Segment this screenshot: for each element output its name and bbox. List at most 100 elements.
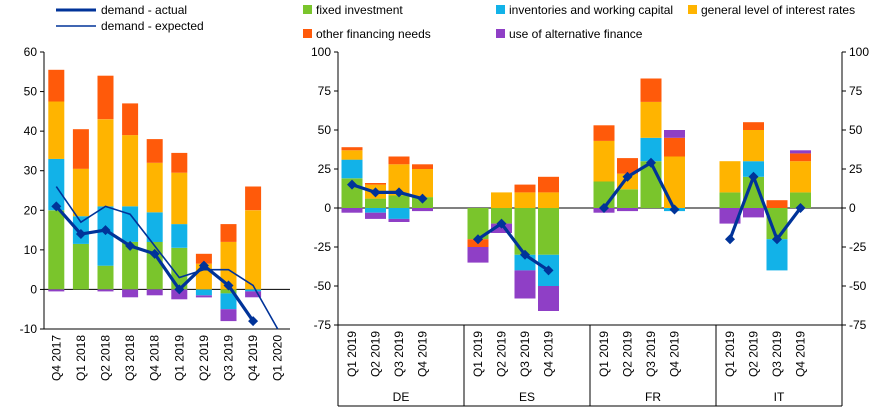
right-bar-7-alternative (538, 286, 559, 311)
right-bar-10-inventories (640, 137, 662, 162)
right-bar-14-other (766, 200, 788, 208)
marker-demand-actual (174, 284, 185, 295)
legend-label-fixed: fixed investment (316, 3, 403, 17)
left-bar-3-fixed (122, 241, 139, 290)
right-bar-1-inventories (365, 208, 386, 213)
right-bar-6-alternative (514, 270, 536, 299)
legend: demand - actual demand - expected fixed … (56, 3, 855, 41)
left-bar-2-other (97, 75, 114, 120)
left-bar-8-other (245, 186, 262, 211)
marker-demand-actual (520, 249, 530, 260)
right-bar-11-interest (664, 156, 685, 208)
right-x-tick-label: Q4 2019 (416, 331, 430, 377)
right-bar-6-other (514, 184, 536, 193)
left-x-tick-label: Q2 2018 (99, 335, 113, 381)
right-bar-4-alternative (467, 247, 489, 263)
left-bar-8-inventories (245, 289, 262, 292)
right-x-tick-label: Q2 2019 (621, 331, 635, 377)
left-bar-7-fixed (220, 289, 237, 294)
right-y-tick-label-left: -25 (314, 240, 332, 254)
marker-demand-actual (772, 234, 782, 245)
right-bar-10-other (640, 78, 662, 102)
right-bar-0-alternative (341, 208, 363, 213)
left-x-tick-label: Q4 2017 (49, 335, 63, 381)
left-bar-1-fixed (72, 243, 89, 290)
marker-demand-actual (75, 229, 86, 240)
right-y-tick-label-right: 25 (849, 162, 863, 176)
left-y-tick-label: 10 (24, 243, 38, 257)
marker-demand-actual (543, 265, 554, 276)
legend-label-other: other financing needs (316, 27, 431, 41)
left-bar-3-other (122, 103, 139, 136)
legend-swatch-fixed (303, 5, 312, 14)
legend-item-inventories: inventories and working capital (496, 3, 673, 17)
left-x-tick-label: Q1 2018 (74, 335, 88, 381)
right-bar-13-fixed (743, 176, 764, 208)
left-bar-2-fixed (97, 265, 114, 290)
left-bar-2-alternative (97, 289, 114, 292)
legend-label-expected: demand - expected (101, 19, 204, 33)
right-bar-1-other (365, 183, 386, 185)
legend-item-fixed: fixed investment (303, 3, 403, 17)
right-bar-12-alternative (719, 208, 741, 224)
left-bar-7-interest (220, 241, 237, 290)
left-x-tick-label: Q4 2019 (246, 335, 260, 381)
right-bar-12-interest (719, 161, 741, 193)
marker-demand-actual (473, 234, 483, 245)
right-x-tick-label: Q4 2019 (794, 331, 808, 377)
left-y-tick-label: 30 (24, 164, 38, 178)
right-y-tick-label-left: -50 (314, 279, 332, 293)
right-bar-8-interest (593, 140, 615, 182)
left-bar-3-inventories (122, 206, 139, 242)
right-bar-2-other (388, 156, 410, 165)
left-bar-8-alternative (245, 291, 262, 298)
right-bar-1-fixed (365, 198, 386, 208)
right-bar-9-other (617, 158, 638, 174)
marker-demand-actual (125, 240, 136, 251)
left-bar-7-other (220, 224, 237, 242)
right-x-tick-label: Q3 2019 (644, 331, 658, 377)
marker-demand-actual (646, 157, 656, 168)
right-x-tick-label: Q1 2019 (723, 331, 737, 377)
right-y-tick-label-right: 100 (849, 45, 869, 59)
legend-item-expected: demand - expected (56, 19, 204, 33)
right-bar-13-alternative (743, 208, 764, 218)
right-bar-4-fixed (467, 208, 489, 240)
group-label-DE: DE (393, 390, 410, 404)
legend-item-other: other financing needs (303, 27, 431, 41)
right-bar-3-interest (412, 169, 433, 198)
right-bar-2-alternative (388, 218, 410, 222)
left-bar-0-other (48, 69, 65, 102)
right-bar-15-alternative (790, 150, 811, 154)
right-bar-0-inventories (341, 159, 363, 179)
left-x-tick-label: Q1 2020 (271, 335, 285, 381)
left-bar-4-other (146, 139, 163, 163)
marker-demand-actual (725, 234, 735, 245)
left-bar-3-alternative (122, 289, 139, 298)
right-bar-6-interest (514, 192, 536, 208)
legend-label-alternative: use of alternative finance (509, 27, 643, 41)
legend-item-alternative: use of alternative finance (496, 27, 643, 41)
line-demand-actual-ES (477, 221, 550, 272)
left-bar-1-interest (72, 168, 89, 217)
legend-swatch-inventories (496, 5, 505, 14)
left-bar-6-alternative (195, 295, 212, 298)
legend-item-interest: general level of interest rates (688, 3, 855, 17)
marker-demand-actual (370, 187, 381, 198)
left-bar-0-inventories (48, 158, 65, 211)
left-bar-5-other (171, 152, 188, 173)
left-bar-4-alternative (146, 289, 163, 296)
right-bar-15-fixed (790, 192, 811, 208)
right-bar-9-fixed (617, 189, 638, 208)
right-bar-3-alternative (412, 208, 433, 212)
marker-demand-actual (149, 248, 160, 259)
right-y-tick-label-left: 50 (318, 123, 332, 137)
left-bar-1-other (72, 129, 89, 169)
right-bar-7-interest (538, 192, 559, 208)
right-x-tick-label: Q1 2019 (597, 331, 611, 377)
right-bar-3-other (412, 164, 433, 169)
line-demand-actual-DE (351, 183, 423, 201)
marker-demand-actual (51, 201, 62, 212)
right-x-tick-label: Q4 2019 (668, 331, 682, 377)
left-y-tick-label: 20 (24, 203, 38, 217)
